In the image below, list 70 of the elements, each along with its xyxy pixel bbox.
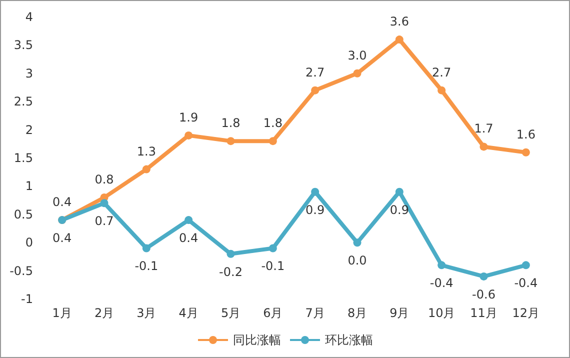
data-label: 0.8 bbox=[94, 172, 114, 186]
data-label: 0.0 bbox=[348, 254, 367, 268]
y-tick-label: 2 bbox=[25, 122, 33, 137]
data-label: -0.2 bbox=[219, 264, 242, 279]
x-tick-label: 3月 bbox=[136, 306, 156, 320]
point bbox=[480, 272, 488, 280]
data-label: 0.7 bbox=[94, 214, 114, 228]
y-tick-label: 1.5 bbox=[14, 151, 33, 165]
data-label: 1.9 bbox=[179, 110, 198, 124]
legend-label: 环比涨幅 bbox=[325, 333, 373, 347]
data-label: 1.8 bbox=[221, 116, 240, 130]
x-tick-label: 12月 bbox=[512, 306, 540, 320]
data-label: 1.8 bbox=[263, 116, 282, 130]
point bbox=[268, 137, 277, 146]
data-label: 0.4 bbox=[52, 195, 72, 210]
x-tick-label: 6月 bbox=[263, 306, 283, 320]
data-label: 3.6 bbox=[390, 14, 409, 29]
data-label: -0.1 bbox=[134, 259, 158, 274]
y-tick-label: 3 bbox=[25, 66, 33, 80]
point bbox=[395, 188, 404, 196]
data-label: -0.6 bbox=[472, 287, 496, 302]
data-label: 0.9 bbox=[390, 202, 409, 217]
point bbox=[226, 137, 235, 146]
x-tick-label: 8月 bbox=[347, 306, 368, 320]
data-label: 2.7 bbox=[432, 65, 452, 80]
point bbox=[395, 36, 404, 44]
y-tick-label: 3.5 bbox=[14, 38, 33, 52]
point bbox=[353, 238, 362, 247]
x-tick-label: 1月 bbox=[52, 306, 72, 320]
y-tick-label: 1 bbox=[25, 179, 33, 194]
data-label: 1.7 bbox=[474, 122, 494, 136]
point bbox=[184, 216, 193, 224]
data-label: 1.6 bbox=[516, 127, 536, 142]
data-label: 0.4 bbox=[179, 231, 198, 246]
data-label: -0.4 bbox=[514, 276, 538, 290]
data-label: 1.3 bbox=[136, 144, 156, 158]
y-tick-label: 2.5 bbox=[14, 94, 33, 109]
x-tick-label: 10月 bbox=[428, 306, 456, 320]
data-label: 2.7 bbox=[306, 65, 325, 80]
y-tick-label: -1 bbox=[21, 292, 33, 306]
data-label: 0.9 bbox=[306, 202, 325, 217]
point bbox=[184, 131, 193, 140]
x-tick-label: 7月 bbox=[305, 306, 325, 320]
y-tick-label: 4 bbox=[25, 10, 33, 24]
point bbox=[268, 244, 277, 252]
point bbox=[522, 261, 530, 270]
x-tick-label: 11月 bbox=[470, 306, 498, 320]
legend-label: 同比涨幅 bbox=[233, 333, 281, 347]
point bbox=[438, 261, 446, 270]
point bbox=[142, 165, 150, 174]
point bbox=[311, 86, 320, 94]
point bbox=[438, 86, 446, 94]
x-tick-label: 5月 bbox=[220, 306, 241, 320]
point bbox=[522, 148, 530, 156]
point bbox=[480, 142, 488, 151]
data-label: 0.4 bbox=[52, 231, 72, 246]
x-tick-label: 4月 bbox=[178, 306, 198, 320]
point bbox=[353, 69, 362, 78]
x-tick-label: 9月 bbox=[390, 306, 410, 320]
point bbox=[100, 199, 108, 208]
y-tick-label: 0.5 bbox=[14, 207, 33, 222]
y-tick-label: 0 bbox=[25, 236, 33, 250]
point bbox=[311, 188, 320, 196]
point bbox=[142, 244, 150, 252]
data-label: -0.1 bbox=[261, 259, 285, 274]
data-label: -0.4 bbox=[430, 276, 454, 290]
data-label: 3.0 bbox=[348, 48, 367, 62]
point bbox=[226, 250, 235, 258]
x-tick-label: 2月 bbox=[94, 306, 114, 320]
y-tick-label: -0.5 bbox=[10, 264, 33, 278]
